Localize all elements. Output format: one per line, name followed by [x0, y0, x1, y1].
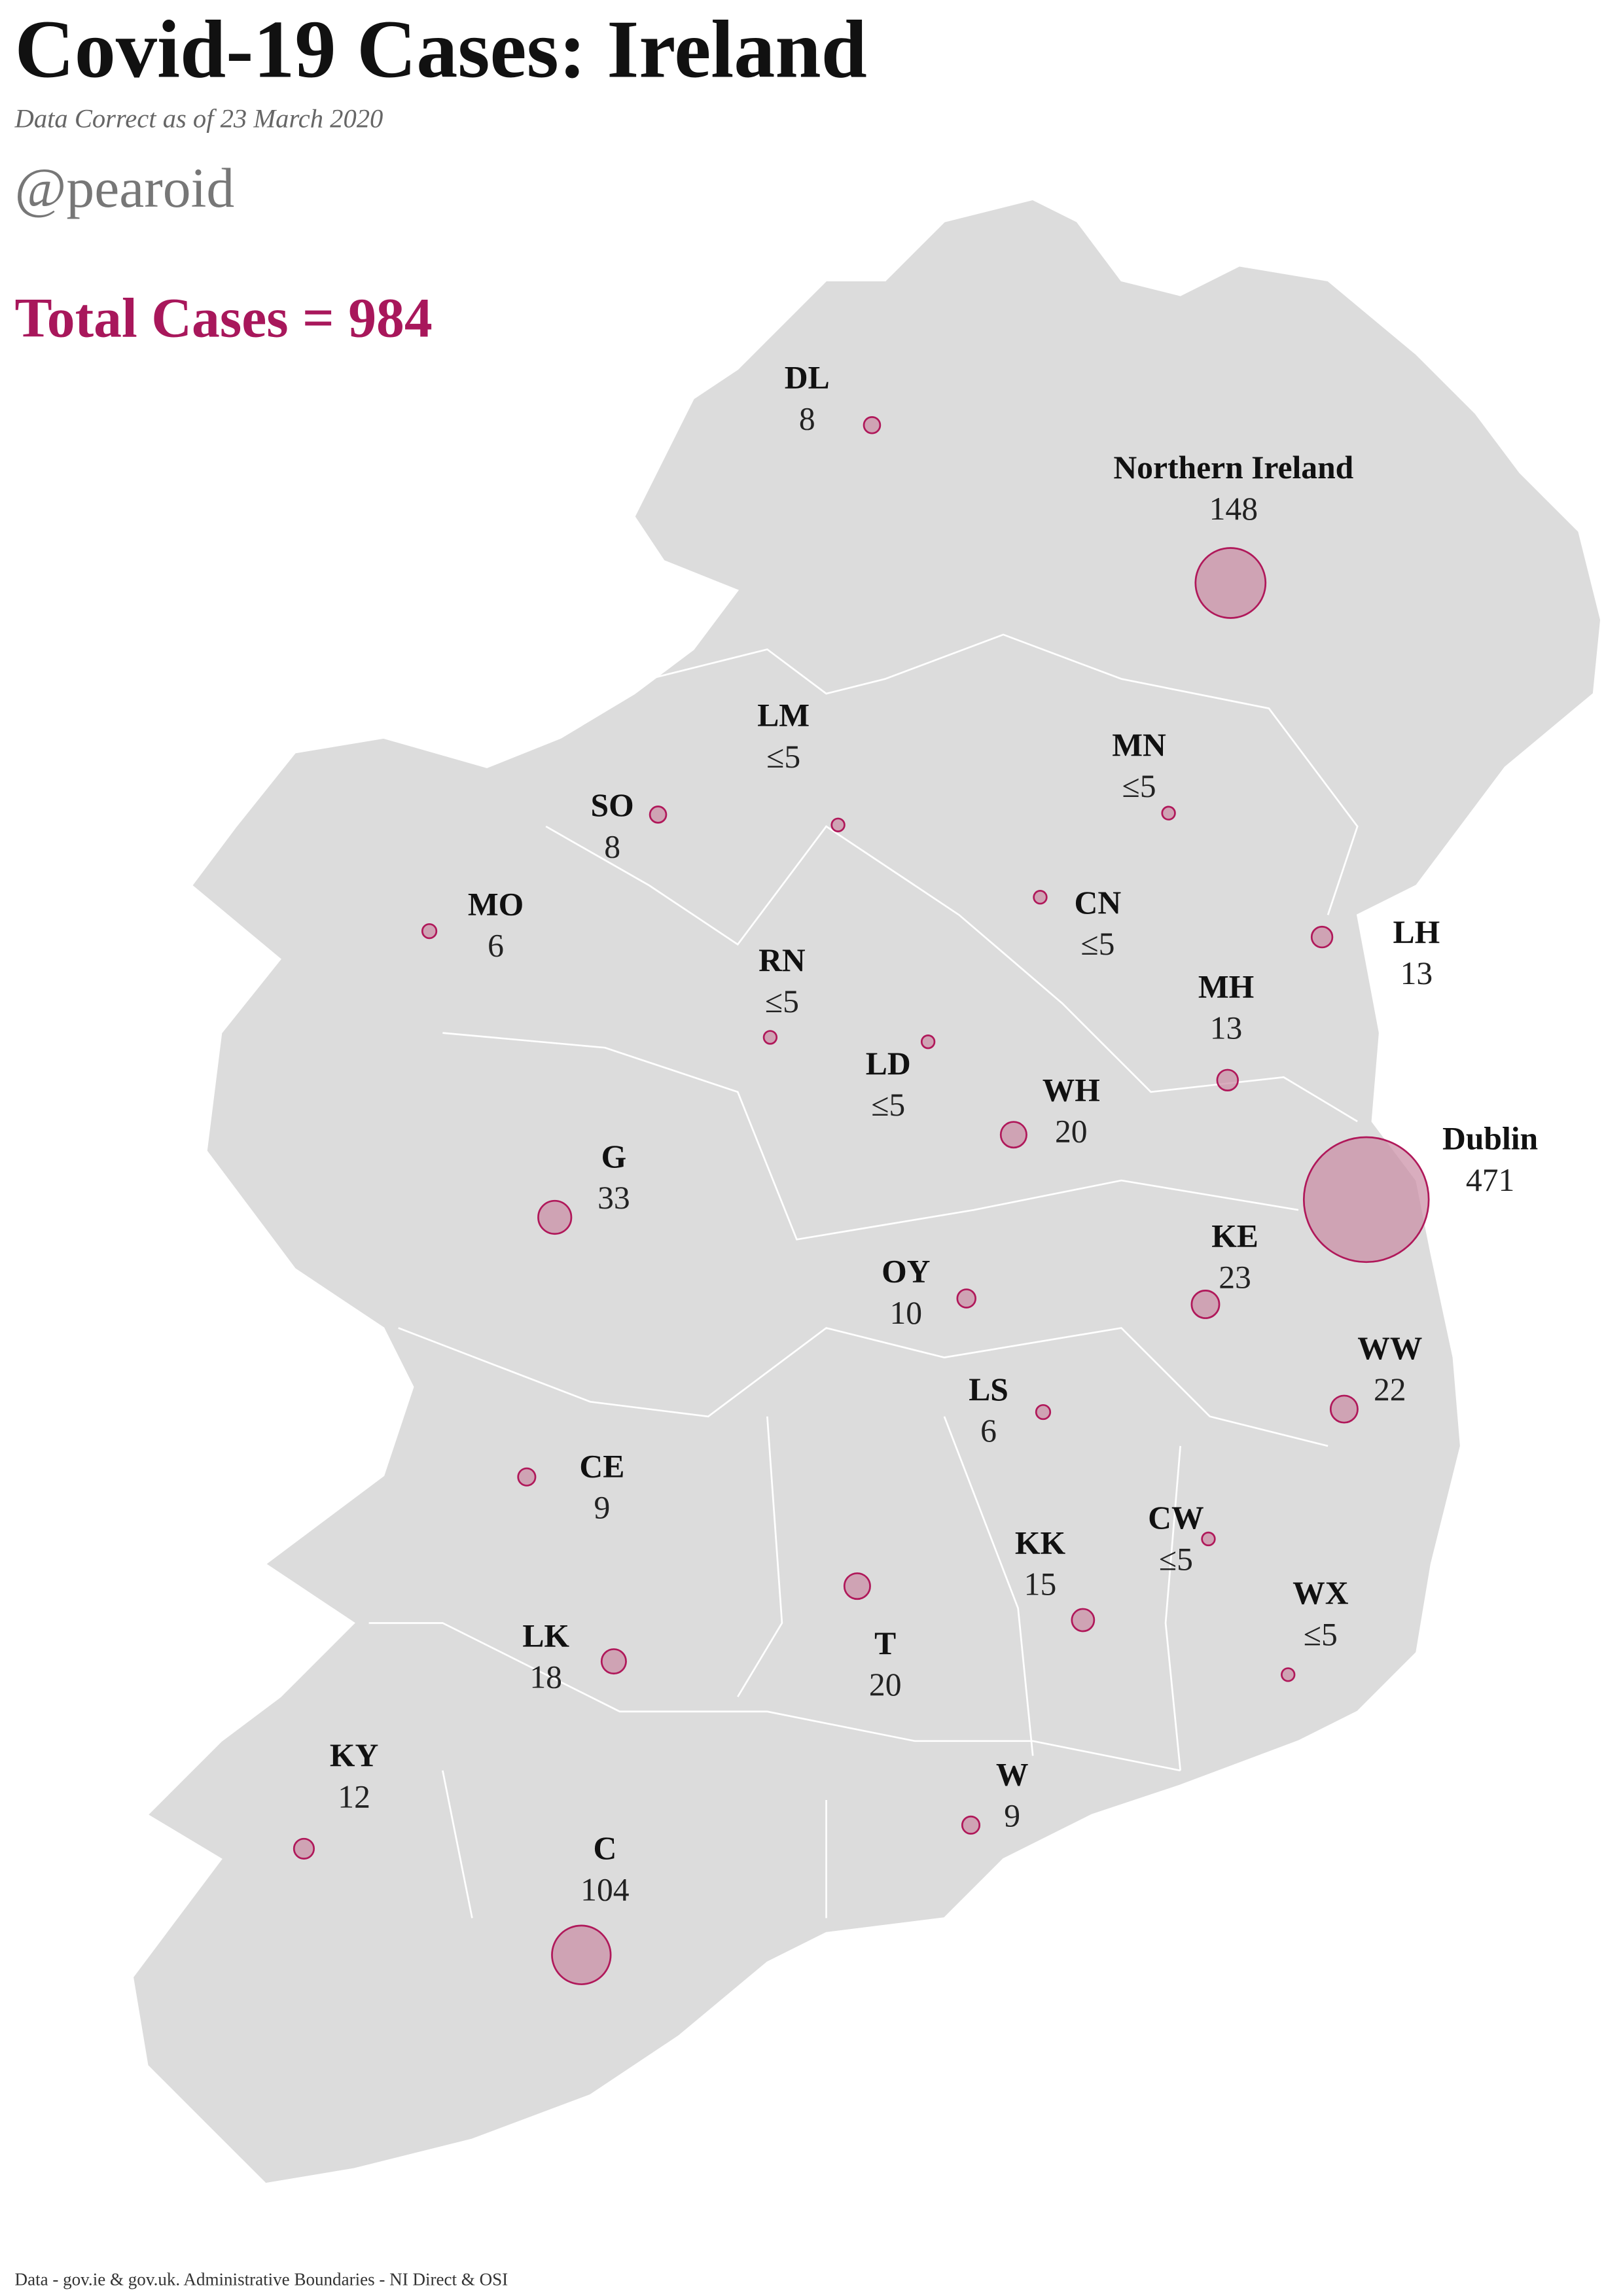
case-bubble	[1302, 1136, 1430, 1263]
region-value: ≤5	[871, 1087, 905, 1123]
region-value: 9	[1004, 1798, 1020, 1834]
island-outline	[132, 198, 1602, 2185]
case-bubble	[1281, 1667, 1296, 1682]
border	[442, 1032, 1299, 1241]
region-name: CE	[579, 1448, 624, 1484]
region-value: 6	[980, 1413, 997, 1449]
region-value: 148	[1209, 491, 1258, 527]
region-name: WX	[1293, 1575, 1349, 1611]
region-value: 8	[799, 401, 815, 437]
region-name: WW	[1357, 1330, 1422, 1366]
case-bubble	[830, 817, 846, 832]
case-bubble	[920, 1034, 936, 1050]
region-value: 20	[1055, 1113, 1088, 1149]
border	[649, 633, 1359, 915]
region-name: LD	[866, 1046, 911, 1082]
region-name: LM	[757, 698, 810, 733]
case-bubble	[1190, 1290, 1221, 1319]
region-value: 12	[338, 1778, 370, 1814]
case-bubble	[762, 1030, 778, 1045]
handle: @pearoid	[15, 157, 235, 219]
region-name: T	[874, 1625, 896, 1661]
region-name: MN	[1112, 727, 1166, 763]
case-bubble	[843, 1572, 871, 1600]
region-value: 18	[529, 1659, 562, 1695]
case-bubble	[600, 1648, 627, 1675]
border	[398, 1327, 1329, 1447]
region-name: SO	[591, 787, 634, 823]
case-bubble	[999, 1121, 1027, 1149]
region-name: MH	[1198, 969, 1254, 1005]
region-name: DL	[785, 359, 830, 395]
region-value: 6	[488, 927, 504, 963]
region-name: LK	[522, 1618, 569, 1654]
total-cases: Total Cases = 984	[15, 287, 433, 349]
case-bubble	[1035, 1404, 1052, 1421]
region-value: ≤5	[1122, 768, 1156, 804]
region-name: MO	[468, 886, 524, 922]
region-value: ≤5	[1159, 1541, 1193, 1577]
case-bubble	[551, 1924, 612, 1985]
region-name: C	[593, 1830, 616, 1866]
region-value: 22	[1374, 1371, 1406, 1407]
region-value: 471	[1466, 1162, 1514, 1198]
region-value: 9	[594, 1489, 610, 1525]
case-bubble	[517, 1467, 537, 1487]
case-bubble	[1161, 805, 1176, 821]
case-bubble	[1201, 1531, 1216, 1547]
border	[545, 825, 1358, 1123]
region-value: 15	[1024, 1566, 1057, 1602]
label-layer: DL 8 Northern Ireland 148 LM ≤5 MN ≤5 SO 8 MO 6 CN ≤5…	[330, 359, 1538, 1907]
case-bubble	[1033, 890, 1048, 905]
region-name: KK	[1015, 1525, 1066, 1561]
region-value: ≤5	[1304, 1616, 1338, 1652]
region-value: 20	[869, 1667, 902, 1703]
region-value: 10	[889, 1295, 922, 1331]
region-name: LS	[969, 1371, 1008, 1407]
case-bubble	[537, 1199, 573, 1235]
region-value: 33	[597, 1180, 630, 1216]
region-value: ≤5	[766, 739, 800, 775]
region-name: CN	[1075, 885, 1122, 921]
case-bubble	[1216, 1069, 1239, 1091]
border	[368, 1622, 1181, 1772]
region-name: Northern Ireland	[1113, 450, 1353, 486]
case-bubble	[961, 1815, 981, 1835]
border	[442, 1416, 1181, 1918]
region-name: CW	[1148, 1500, 1204, 1536]
case-bubble	[649, 805, 668, 824]
case-bubble	[293, 1837, 315, 1860]
region-name: Dublin	[1442, 1121, 1538, 1157]
region-name: W	[996, 1756, 1029, 1792]
region-value: ≤5	[1080, 926, 1115, 962]
case-bubble	[1194, 547, 1267, 619]
region-value: 13	[1400, 955, 1433, 991]
region-value: ≤5	[765, 983, 799, 1019]
region-name: WH	[1043, 1072, 1100, 1108]
case-bubble	[863, 415, 882, 434]
region-name: LH	[1393, 914, 1440, 950]
title: Covid-19 Cases: Ireland	[15, 4, 867, 96]
region-name: OY	[882, 1254, 930, 1290]
region-value: 104	[580, 1871, 630, 1907]
footer: Data - gov.ie & gov.uk. Administrative B…	[15, 2270, 508, 2289]
region-name: KE	[1211, 1218, 1258, 1254]
case-bubble	[421, 923, 438, 940]
region-value: 23	[1219, 1260, 1251, 1296]
region-name: G	[601, 1139, 627, 1174]
case-bubble	[1310, 925, 1334, 949]
case-bubble	[956, 1288, 976, 1309]
county-borders	[368, 633, 1359, 1918]
bubble-layer	[293, 415, 1430, 1985]
region-name: RN	[758, 942, 806, 978]
case-bubble	[1071, 1608, 1096, 1633]
case-bubble	[1329, 1394, 1359, 1424]
region-name: KY	[330, 1737, 378, 1773]
region-value: 13	[1210, 1010, 1243, 1046]
region-value: 8	[604, 828, 620, 864]
subtitle: Data Correct as of 23 March 2020	[14, 103, 383, 133]
